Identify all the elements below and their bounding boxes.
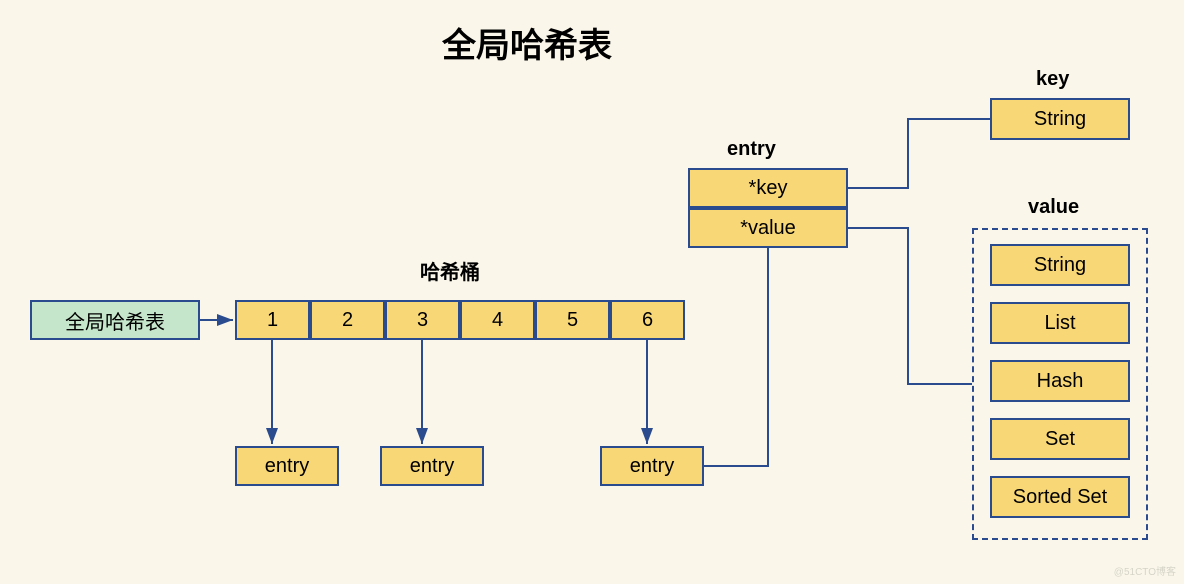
bucket-cell-5: 5 — [535, 300, 610, 340]
entry-struct-value: *value — [688, 208, 848, 248]
bucket-cell-6: 6 — [610, 300, 685, 340]
watermark: @51CTO博客 — [1114, 563, 1176, 578]
entry-struct-key: *key — [688, 168, 848, 208]
global-hashtable-box: 全局哈希表 — [30, 300, 200, 340]
value-type-hash: Hash — [990, 360, 1130, 402]
value-type-set: Set — [990, 418, 1130, 460]
value-label: value — [1028, 196, 1098, 222]
value-type-string: String — [990, 244, 1130, 286]
entry-label: entry — [727, 138, 797, 164]
key-type-box: String — [990, 98, 1130, 140]
bucket-cell-4: 4 — [460, 300, 535, 340]
diagram-title: 全局哈希表 — [442, 18, 742, 62]
value-type-list: List — [990, 302, 1130, 344]
entry-box-2: entry — [380, 446, 484, 486]
entry-box-1: entry — [235, 446, 339, 486]
bucket-label: 哈希桶 — [420, 256, 510, 284]
value-type-sorted-set: Sorted Set — [990, 476, 1130, 518]
bucket-cell-3: 3 — [385, 300, 460, 340]
bucket-cell-2: 2 — [310, 300, 385, 340]
bucket-cell-1: 1 — [235, 300, 310, 340]
entry-box-3: entry — [600, 446, 704, 486]
key-label: key — [1036, 68, 1086, 94]
